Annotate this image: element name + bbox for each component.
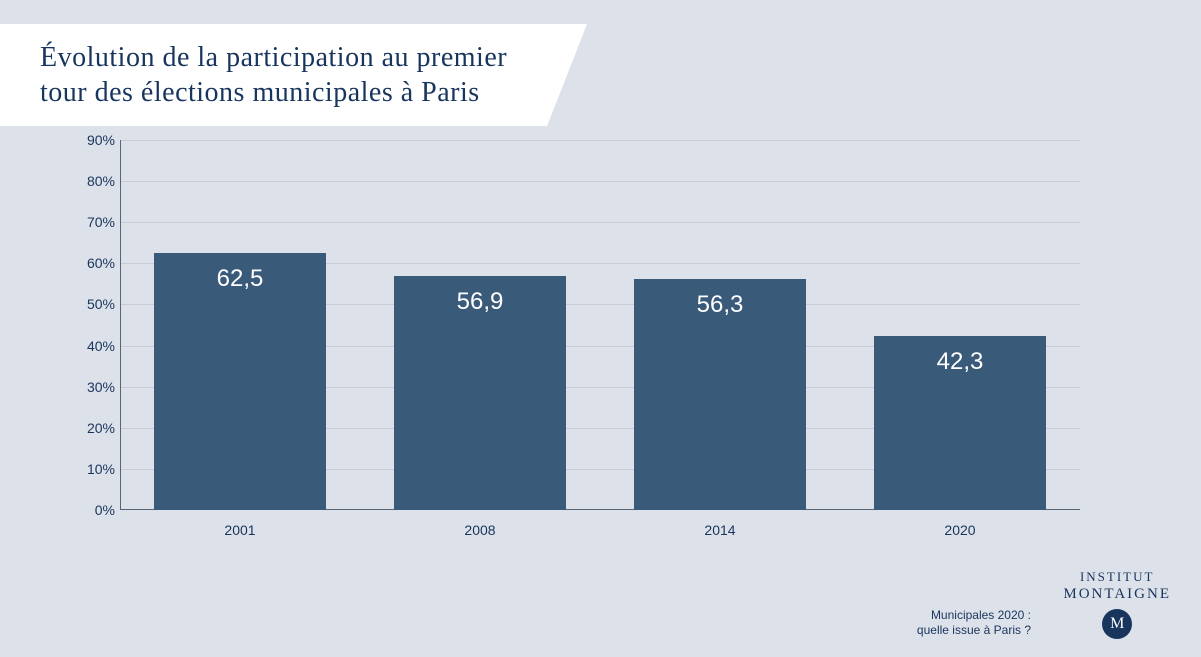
footer-line-2: quelle issue à Paris ? [917,623,1031,639]
logo: INSTITUT MONTAIGNE M [1063,569,1171,639]
y-tick-label: 20% [60,420,115,436]
y-tick-label: 70% [60,214,115,230]
bar: 56,9 [394,276,567,510]
bar-chart: 0%10%20%30%40%50%60%70%80%90% 62,5200156… [60,140,1080,540]
x-tick-label: 2014 [600,522,840,538]
bars-container: 62,5200156,9200856,3201442,32020 [120,140,1080,510]
y-tick-label: 50% [60,296,115,312]
y-tick-label: 40% [60,338,115,354]
bar-slot: 62,52001 [120,140,360,510]
footer-line-1: Municipales 2020 : [917,608,1031,624]
title-banner: Évolution de la participation au premier… [0,24,587,126]
footer-note: Municipales 2020 : quelle issue à Paris … [917,608,1031,639]
bar-slot: 56,92008 [360,140,600,510]
bar: 42,3 [874,336,1047,510]
y-tick-label: 10% [60,461,115,477]
y-tick-label: 60% [60,255,115,271]
bar: 56,3 [634,279,807,510]
x-tick-label: 2001 [120,522,360,538]
bar-value-label: 56,3 [634,291,807,319]
y-tick-label: 30% [60,379,115,395]
y-tick-label: 90% [60,132,115,148]
bar-value-label: 42,3 [874,348,1047,376]
logo-line-1: INSTITUT [1080,569,1155,584]
title-line-1: Évolution de la participation au premier [40,42,507,73]
x-tick-label: 2008 [360,522,600,538]
bar-slot: 42,32020 [840,140,1080,510]
y-tick-label: 80% [60,173,115,189]
logo-line-2: MONTAIGNE [1063,586,1171,602]
y-tick-label: 0% [60,502,115,518]
logo-text: INSTITUT MONTAIGNE [1063,569,1171,603]
chart-title: Évolution de la participation au premier… [40,40,507,110]
x-tick-label: 2020 [840,522,1080,538]
bar: 62,5 [154,253,327,510]
bar-value-label: 62,5 [154,265,327,293]
bar-slot: 56,32014 [600,140,840,510]
bar-value-label: 56,9 [394,288,567,316]
logo-mark-icon: M [1102,609,1132,639]
title-line-2: tour des élections municipales à Paris [40,77,480,108]
